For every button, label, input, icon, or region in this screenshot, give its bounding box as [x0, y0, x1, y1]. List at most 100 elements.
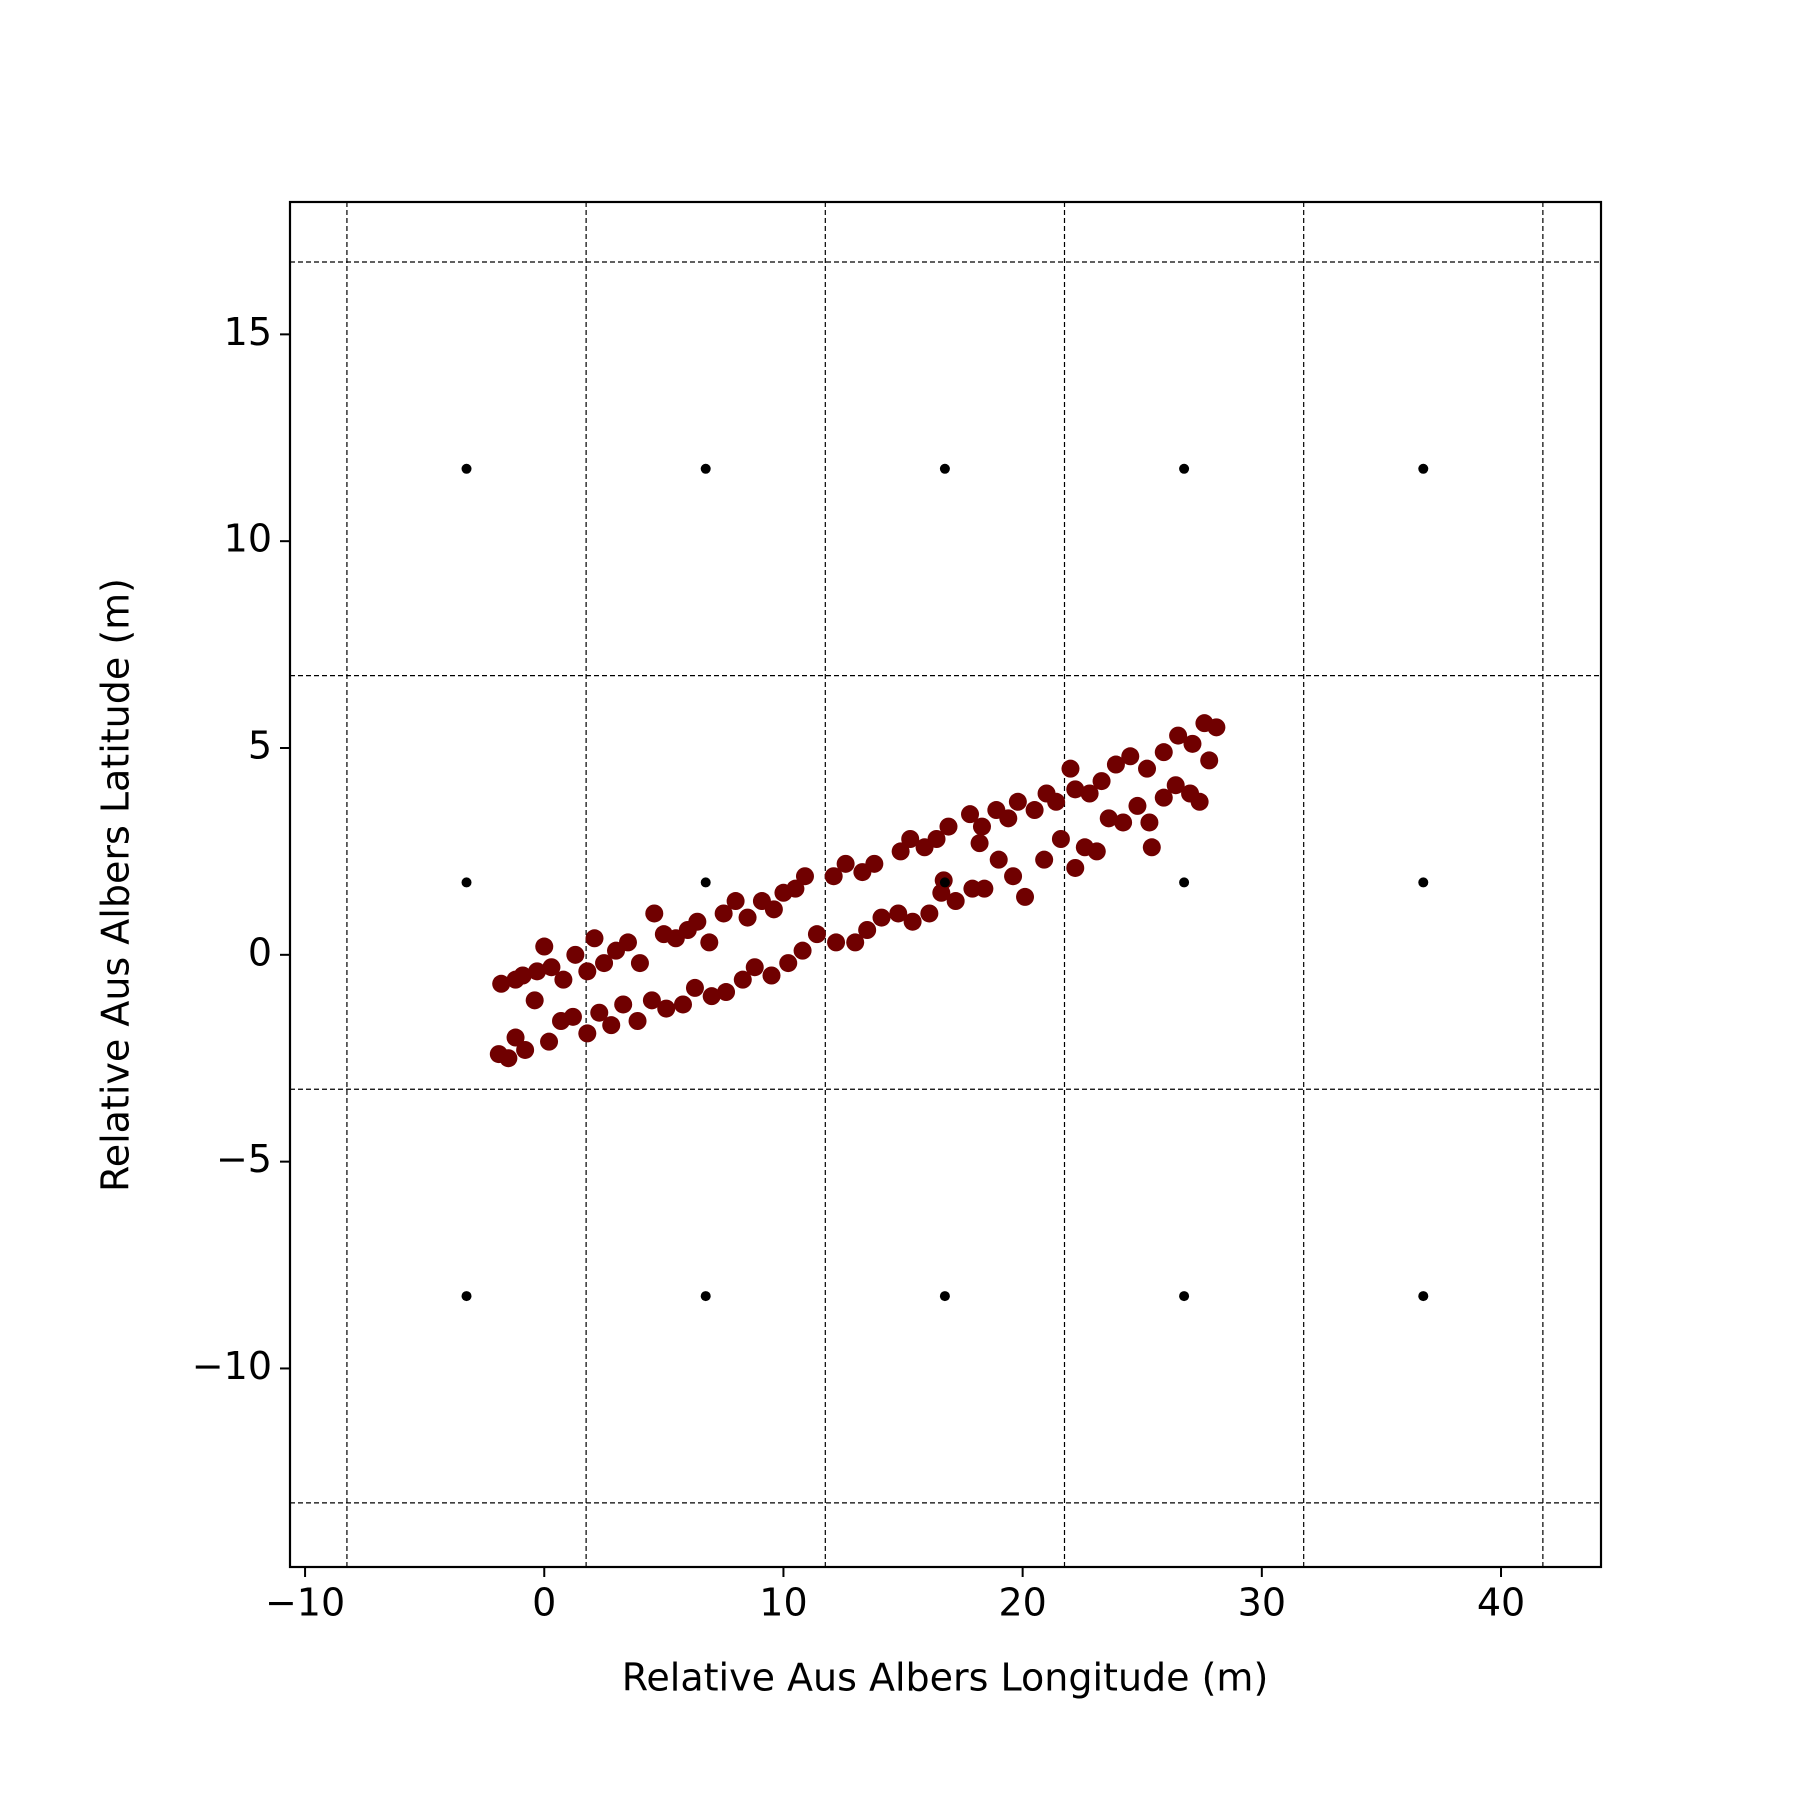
- point: [578, 962, 597, 981]
- point: [1154, 788, 1173, 807]
- point: [795, 867, 814, 886]
- point: [1169, 726, 1188, 745]
- point: [1066, 858, 1085, 877]
- x-tick-label: 30: [1238, 1581, 1286, 1625]
- point: [762, 966, 781, 985]
- point: [461, 1291, 472, 1302]
- point: [1106, 755, 1125, 774]
- point: [1183, 734, 1202, 753]
- point: [1200, 751, 1219, 770]
- point: [1154, 743, 1173, 762]
- point: [1179, 877, 1190, 888]
- point: [673, 995, 692, 1014]
- x-tick-label: 10: [759, 1581, 807, 1625]
- point: [999, 809, 1018, 828]
- point: [700, 933, 719, 952]
- point: [903, 912, 922, 931]
- point: [1051, 830, 1070, 848]
- point: [1066, 780, 1085, 799]
- point: [920, 904, 939, 923]
- x-axis-label: Relative Aus Albers Longitude (m): [622, 1656, 1269, 1700]
- point: [1207, 718, 1226, 737]
- point: [1004, 867, 1023, 886]
- point: [1035, 850, 1054, 869]
- point: [1080, 784, 1099, 803]
- point: [1418, 463, 1429, 474]
- point: [657, 999, 676, 1018]
- point: [1025, 801, 1044, 820]
- y-axis-label: Relative Aus Albers Latitude (m): [94, 578, 138, 1192]
- y-tick-label: 5: [248, 724, 272, 768]
- y-tick-label: −5: [216, 1137, 272, 1181]
- point: [595, 954, 614, 973]
- y-tick-label: −10: [192, 1344, 272, 1388]
- point: [1047, 792, 1066, 811]
- point: [1138, 759, 1157, 778]
- point: [535, 937, 554, 956]
- point: [1166, 776, 1185, 795]
- point: [827, 933, 846, 952]
- point: [970, 834, 989, 853]
- point: [824, 867, 843, 886]
- point: [702, 987, 721, 1006]
- point: [542, 958, 561, 977]
- point: [961, 805, 980, 824]
- point: [733, 970, 752, 989]
- point: [1179, 1291, 1190, 1302]
- point: [554, 970, 573, 989]
- point: [901, 830, 920, 848]
- y-tick-label: 0: [248, 930, 272, 974]
- point: [590, 1003, 609, 1022]
- point: [645, 904, 664, 923]
- point: [1061, 759, 1080, 778]
- point: [786, 879, 805, 898]
- x-tick-label: 40: [1477, 1581, 1525, 1625]
- point: [685, 978, 704, 997]
- point: [1092, 772, 1111, 791]
- point: [1142, 838, 1161, 857]
- point: [513, 966, 532, 985]
- point: [1418, 1291, 1429, 1302]
- point: [566, 945, 585, 964]
- point: [745, 958, 764, 977]
- point: [927, 830, 946, 848]
- point: [939, 877, 950, 888]
- point: [563, 1007, 582, 1026]
- point: [939, 1291, 950, 1302]
- point: [872, 908, 891, 927]
- point: [516, 1040, 535, 1059]
- point: [1140, 813, 1159, 832]
- point: [865, 854, 884, 873]
- point: [578, 1024, 597, 1043]
- point: [506, 1028, 525, 1047]
- point: [836, 854, 855, 873]
- point: [989, 850, 1008, 869]
- y-tick-label: 10: [224, 517, 272, 561]
- point: [939, 463, 950, 474]
- point: [891, 842, 910, 861]
- point: [614, 995, 633, 1014]
- point: [793, 941, 812, 960]
- point: [939, 817, 958, 836]
- point: [700, 463, 711, 474]
- point: [972, 817, 991, 836]
- point: [858, 921, 877, 939]
- point: [528, 962, 547, 981]
- point: [540, 1032, 559, 1051]
- point: [1190, 792, 1209, 811]
- point: [1008, 792, 1027, 811]
- point: [461, 877, 472, 888]
- point: [618, 933, 637, 952]
- point: [1128, 796, 1147, 815]
- point: [642, 991, 661, 1010]
- point: [585, 929, 604, 948]
- point: [764, 900, 783, 919]
- point: [1179, 463, 1190, 474]
- point: [492, 974, 511, 993]
- point: [688, 912, 707, 931]
- x-tick-label: −10: [265, 1581, 345, 1625]
- point: [717, 983, 736, 1002]
- point: [602, 1016, 621, 1035]
- point: [1418, 877, 1429, 888]
